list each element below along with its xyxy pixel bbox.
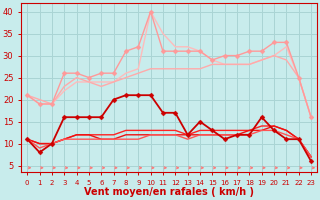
X-axis label: Vent moyen/en rafales ( km/h ): Vent moyen/en rafales ( km/h ) <box>84 187 254 197</box>
